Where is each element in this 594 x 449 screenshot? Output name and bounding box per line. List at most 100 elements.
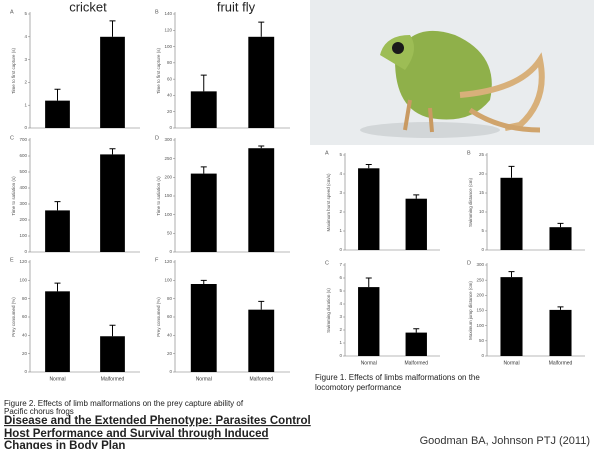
y-tick-label: 40 [167, 333, 173, 338]
bar [248, 310, 274, 372]
x-tick-label: Normal [49, 376, 65, 382]
y-tick-label: 20 [479, 171, 485, 176]
panel-label: D [155, 135, 159, 141]
panel-label: A [325, 150, 329, 156]
panel-label: D [467, 260, 471, 266]
y-tick-label: 150 [476, 308, 484, 313]
bar [406, 333, 427, 356]
y-tick-label: 100 [164, 44, 172, 49]
y-tick-label: 50 [479, 338, 485, 343]
title-line: Changes in Body Plan [4, 440, 125, 449]
y-tick-label: 100 [19, 278, 27, 283]
y-axis-label: Maximum jump distance (cm) [468, 281, 473, 340]
frog-eye [392, 42, 404, 54]
panel-label: C [325, 260, 329, 266]
bar [100, 336, 125, 372]
title-line: Disease and the Extended Phenotype: Para… [4, 415, 311, 427]
y-tick-label: 60 [167, 314, 173, 319]
y-axis-label: Maximum burst speed (cm/s) [326, 173, 331, 232]
y-tick-label: 140 [164, 11, 172, 16]
y-tick-label: 80 [167, 296, 173, 301]
x-tick-label: Normal [196, 376, 212, 382]
y-axis-label: Time to satiation (s) [156, 176, 161, 216]
x-tick-label: Malformed [249, 376, 273, 382]
caption: Figure 1. Effects of limbs malformations… [315, 373, 480, 382]
bar [45, 210, 70, 252]
y-tick-label: 60 [22, 314, 28, 319]
y-axis-label: Time to first capture (s) [156, 47, 161, 94]
y-tick-label: 50 [167, 231, 173, 236]
y-tick-label: 60 [167, 76, 173, 81]
y-tick-label: 100 [19, 233, 27, 238]
y-tick-label: 300 [19, 201, 27, 206]
x-tick-label: Normal [503, 360, 519, 366]
y-tick-label: 100 [164, 278, 172, 283]
page: cricket fruit fly Figure 2. Effects of l… [0, 0, 594, 449]
y-tick-label: 10 [479, 209, 485, 214]
column-header: fruit fly [217, 0, 256, 14]
y-tick-label: 20 [22, 351, 28, 356]
bar [100, 154, 125, 252]
y-tick-label: 20 [167, 109, 173, 114]
bar [549, 310, 571, 356]
citation: Goodman BA, Johnson PTJ (2011) [420, 435, 590, 447]
x-tick-label: Malformed [404, 360, 428, 366]
y-axis-label: Swimming duration (s) [326, 288, 331, 333]
frog-photo [310, 0, 594, 145]
bar [549, 227, 571, 250]
x-tick-label: Normal [361, 360, 377, 366]
y-tick-label: 600 [19, 153, 27, 158]
y-tick-label: 100 [164, 212, 172, 217]
y-tick-label: 120 [164, 259, 172, 264]
bar [500, 178, 522, 250]
y-tick-label: 300 [476, 262, 484, 267]
bar [191, 174, 217, 252]
x-tick-label: Malformed [549, 360, 573, 366]
bar [500, 277, 522, 356]
y-axis-label: Swimming distance (cm) [468, 177, 473, 227]
y-tick-label: 20 [167, 351, 173, 356]
title-line: Host Performance and Survival through In… [4, 428, 269, 440]
slide: cricket fruit fly Figure 2. Effects of l… [0, 0, 594, 449]
panel-label: B [467, 150, 471, 156]
y-tick-label: 700 [19, 137, 27, 142]
panel-label: A [10, 9, 14, 15]
y-tick-label: 250 [164, 156, 172, 161]
y-axis-label: Prey consumed (%) [156, 297, 161, 337]
y-tick-label: 400 [19, 185, 27, 190]
column-header: cricket [69, 0, 107, 14]
bar [45, 101, 70, 128]
bar [45, 291, 70, 372]
y-tick-label: 200 [164, 175, 172, 180]
y-tick-label: 80 [167, 60, 173, 65]
y-tick-label: 40 [22, 333, 28, 338]
y-tick-label: 40 [167, 93, 173, 98]
y-axis-label: Prey consumed (%) [11, 297, 16, 337]
bar [100, 37, 125, 128]
y-tick-label: 200 [19, 217, 27, 222]
y-axis-label: Time to satiation (s) [11, 176, 16, 216]
bar [406, 199, 427, 250]
bar [358, 287, 379, 356]
x-tick-label: Malformed [101, 376, 125, 382]
y-tick-label: 250 [476, 277, 484, 282]
panel-label: E [10, 257, 14, 263]
bar [191, 91, 217, 128]
y-tick-label: 100 [476, 323, 484, 328]
bar [191, 284, 217, 372]
y-tick-label: 200 [476, 293, 484, 298]
bar [358, 168, 379, 250]
y-tick-label: 25 [479, 152, 485, 157]
panel-label: C [10, 135, 14, 141]
y-tick-label: 120 [164, 27, 172, 32]
y-tick-label: 15 [479, 190, 485, 195]
panel-label: B [155, 9, 159, 15]
y-axis-label: Time to first capture (s) [11, 47, 16, 94]
y-tick-label: 80 [22, 296, 28, 301]
bar [248, 148, 274, 252]
caption: locomotory performance [315, 383, 402, 392]
y-tick-label: 120 [19, 259, 27, 264]
y-tick-label: 500 [19, 169, 27, 174]
bar [248, 37, 274, 128]
y-tick-label: 300 [164, 137, 172, 142]
